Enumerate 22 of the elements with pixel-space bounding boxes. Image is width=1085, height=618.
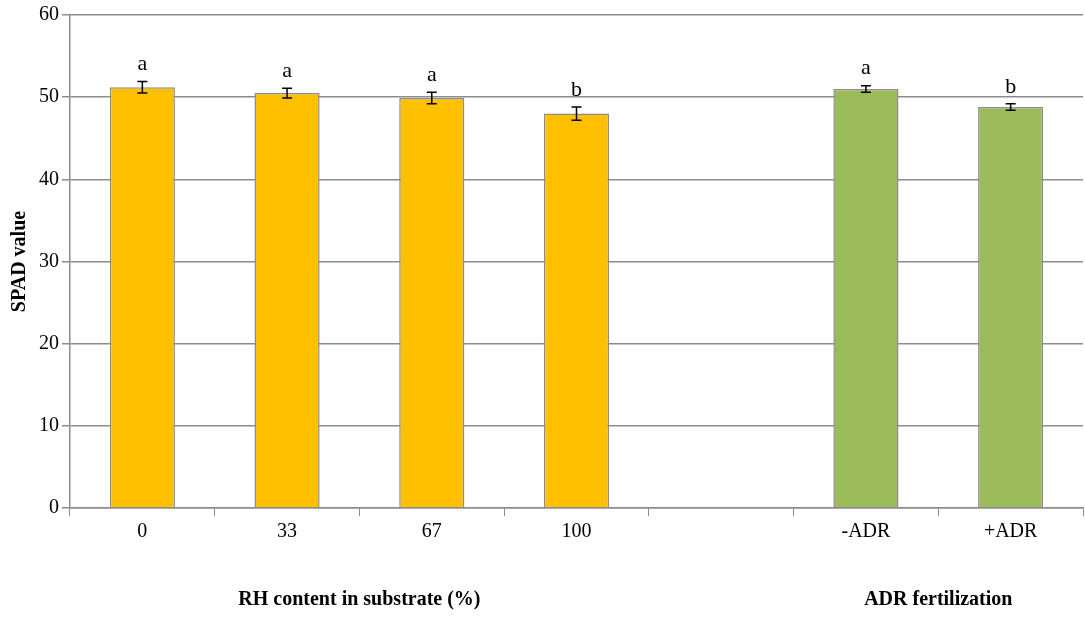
y-axis-title: SPAD value <box>7 210 30 313</box>
y-tick-label: 20 <box>39 330 59 353</box>
y-tick-label: 50 <box>39 84 59 107</box>
data-label: b <box>571 75 582 101</box>
data-label: a <box>137 50 148 76</box>
x-tick-label: +ADR <box>983 519 1039 542</box>
text: ADR fertilization <box>864 587 1013 609</box>
x-tick-label: -ADR <box>841 519 892 542</box>
data-label: a <box>426 61 437 87</box>
y-tick-label: 60 <box>39 2 59 25</box>
data-label: a <box>282 56 293 82</box>
y-tick-label: 30 <box>39 248 59 271</box>
x-tick-label: 33 <box>277 519 298 542</box>
data-label: a <box>861 54 872 80</box>
x-tick-label: 67 <box>421 519 442 542</box>
y-tick-label: 10 <box>39 413 59 436</box>
y-tick-label: 40 <box>39 166 59 189</box>
y-tick-label: 0 <box>49 495 59 518</box>
x-axis-title: RH content in substrate (%) <box>238 587 481 610</box>
x-tick-label: 0 <box>137 519 148 542</box>
x-tick-label: 100 <box>561 519 592 542</box>
data-label: b <box>1005 72 1017 98</box>
